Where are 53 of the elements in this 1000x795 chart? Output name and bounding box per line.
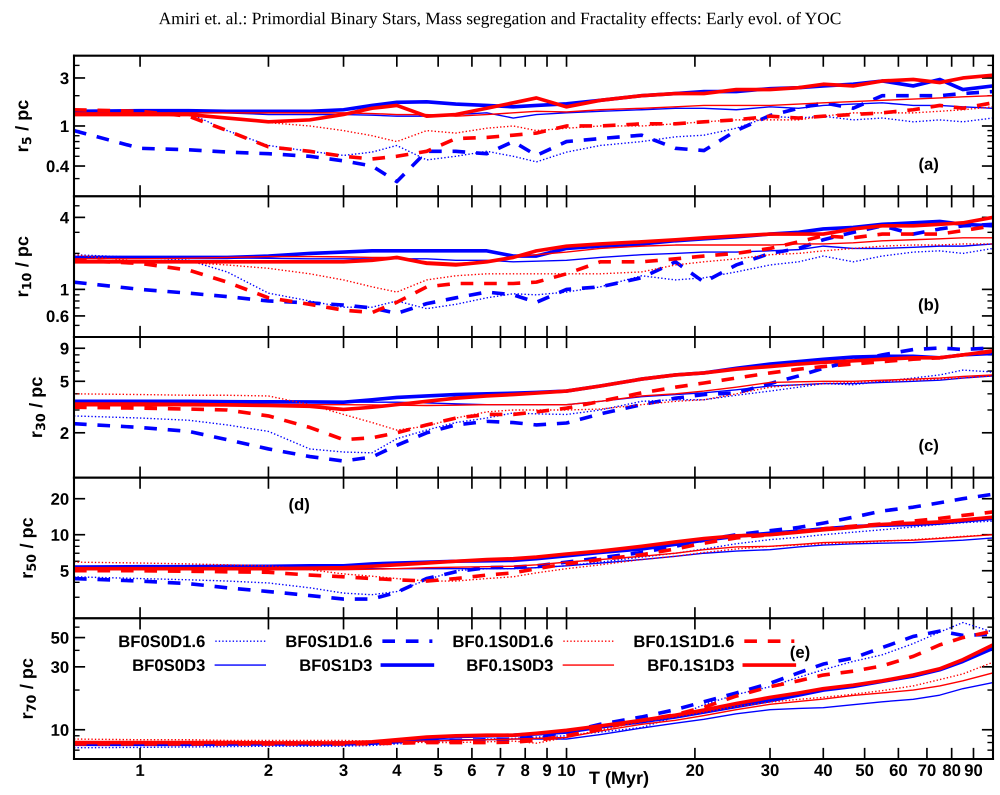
- y-tick-label: 10: [52, 724, 68, 736]
- y-tick-label: 2: [60, 427, 68, 439]
- y-tick-label: 10: [52, 529, 68, 541]
- x-tick-label: 6: [468, 764, 476, 776]
- legend-label: BF0S1D3: [300, 659, 372, 672]
- y-tick-label: 1: [60, 284, 69, 296]
- legend-label: BF0.1S1D1.6: [634, 635, 734, 648]
- annotation: (e): [790, 646, 810, 662]
- x-tick-label: 80: [942, 764, 960, 776]
- y-tick-label: 0.6: [46, 310, 69, 322]
- y-axis-title: r$_{50}$ / pc: [20, 518, 37, 578]
- y-axis-title: r$_{5}$ / pc: [15, 100, 32, 152]
- y-tick-label: 0.4: [46, 160, 70, 172]
- annotation: (a): [919, 158, 938, 174]
- x-tick-label: 30: [761, 764, 779, 776]
- legend-label: BF0.1S0D3: [467, 659, 553, 672]
- x-tick-label: 8: [521, 764, 530, 776]
- x-tick-label: 70: [918, 764, 936, 776]
- annotation: (b): [918, 298, 938, 314]
- annotation: (d): [289, 498, 309, 514]
- y-tick-label: 30: [50, 661, 68, 674]
- y-axis-title: r$_{10}$ / pc: [15, 236, 32, 296]
- x-tick-label: 10: [558, 764, 576, 776]
- x-tick-label: 1: [136, 764, 144, 776]
- legend-label: BF0.1S1D3: [648, 659, 734, 672]
- legend-label: BF0S0D3: [133, 659, 205, 672]
- y-axis-title: r$_{30}$ / pc: [29, 377, 46, 437]
- legend-label: BF0S0D1.6: [119, 635, 205, 648]
- y-tick-label: 9: [60, 342, 69, 354]
- y-tick-label: 5: [60, 376, 69, 388]
- x-tick-label: 3: [339, 764, 348, 776]
- legend-label: BF0.1S0D1.6: [453, 635, 553, 648]
- y-tick-label: 50: [51, 632, 68, 644]
- x-tick-label: 90: [964, 764, 982, 776]
- legend-label: BF0S1D1.6: [286, 635, 372, 648]
- y-tick-label: 20: [51, 493, 68, 505]
- x-tick-label: 5: [434, 764, 442, 776]
- x-tick-label: 40: [814, 764, 832, 776]
- chart-title: Amiri et. al.: Primordial Binary Stars, Mass segregation and Fractality effects: Early evol. of YOC: [158, 12, 840, 28]
- y-tick-label: 3: [60, 72, 69, 84]
- y-tick-label: 4: [60, 212, 70, 224]
- x-tick-label: 50: [856, 764, 874, 776]
- x-axis-title: T (Myr): [589, 770, 648, 788]
- x-tick-label: 20: [686, 764, 704, 776]
- x-tick-label: 9: [542, 764, 552, 776]
- x-tick-label: 60: [890, 764, 907, 776]
- y-axis-title: r$_{70}$ / pc: [20, 658, 37, 718]
- y-tick-label: 5: [60, 565, 69, 577]
- x-tick-label: 4: [392, 764, 402, 776]
- y-tick-label: 1: [60, 120, 69, 132]
- x-tick-label: 2: [264, 764, 272, 776]
- x-tick-label: 7: [496, 764, 504, 776]
- annotation: (c): [919, 438, 938, 454]
